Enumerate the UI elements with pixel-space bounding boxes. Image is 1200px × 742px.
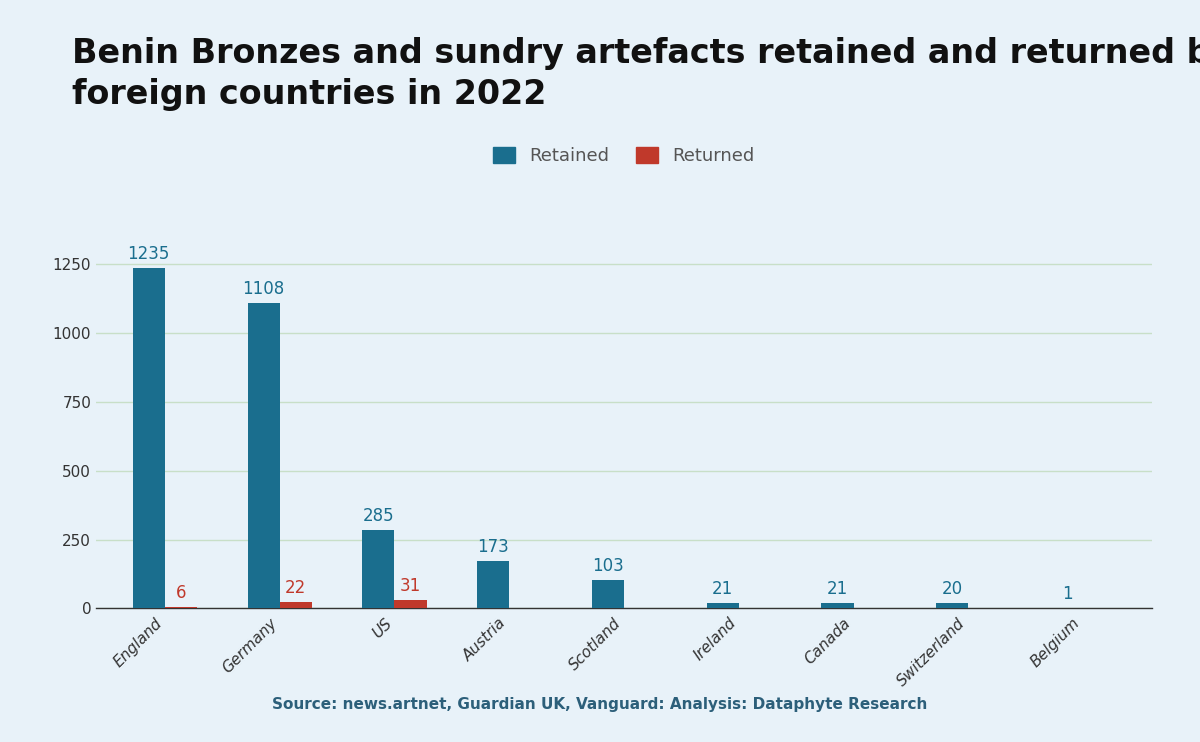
Text: 1108: 1108 (242, 280, 284, 298)
Text: 31: 31 (400, 577, 421, 595)
Text: Source: news.artnet, Guardian UK, Vanguard: Analysis: Dataphyte Research: Source: news.artnet, Guardian UK, Vangua… (272, 697, 928, 712)
Legend: Retained, Returned: Retained, Returned (493, 147, 755, 165)
Bar (164, 607, 197, 608)
Text: 20: 20 (942, 580, 962, 598)
Text: 22: 22 (286, 580, 306, 597)
Text: 1235: 1235 (127, 245, 170, 263)
Bar (280, 603, 312, 608)
Bar (362, 530, 395, 608)
Bar (247, 303, 280, 608)
Text: 21: 21 (712, 580, 733, 598)
Bar (133, 268, 164, 608)
Text: 173: 173 (478, 538, 509, 556)
Bar (936, 603, 968, 608)
Text: 103: 103 (592, 557, 624, 575)
Text: 6: 6 (175, 584, 186, 602)
Bar (707, 603, 739, 608)
Text: 21: 21 (827, 580, 848, 598)
Bar (395, 600, 426, 608)
Text: Benin Bronzes and sundry artefacts retained and returned by
foreign countries in: Benin Bronzes and sundry artefacts retai… (72, 37, 1200, 111)
Bar (822, 603, 853, 608)
Bar (478, 561, 509, 608)
Bar (592, 580, 624, 608)
Text: 1: 1 (1062, 585, 1073, 603)
Text: 285: 285 (362, 507, 394, 525)
